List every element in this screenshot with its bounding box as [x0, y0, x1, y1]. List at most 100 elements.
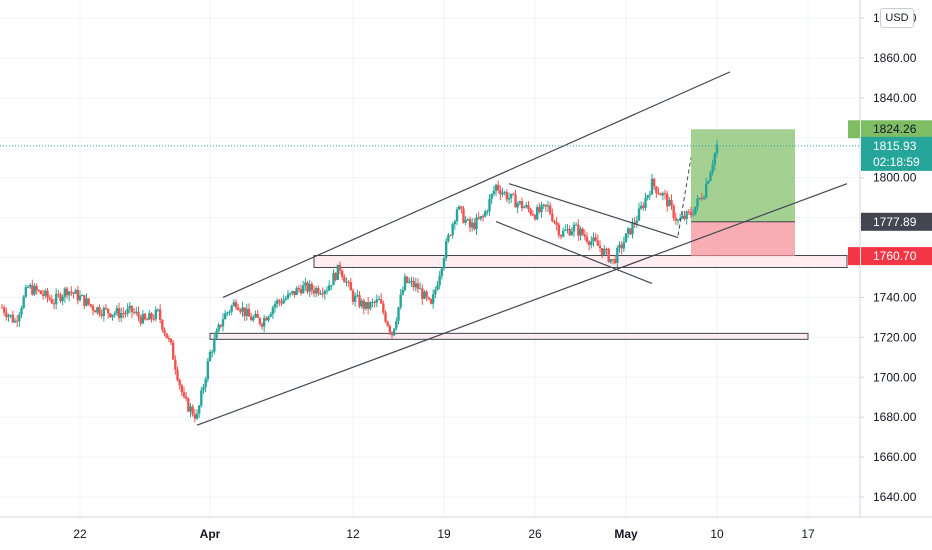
candle [544, 204, 548, 207]
candle [70, 291, 73, 293]
candle [256, 314, 259, 318]
candle [631, 222, 634, 235]
candle [282, 299, 285, 304]
candle [210, 351, 214, 353]
candle [425, 291, 428, 298]
candle [657, 193, 660, 195]
stop-price-label-bg [861, 247, 932, 266]
candle [100, 314, 103, 316]
candle [639, 205, 643, 209]
candle [386, 321, 389, 326]
candle [488, 199, 491, 212]
x-tick-label: 17 [801, 527, 815, 541]
position-tool[interactable] [691, 129, 795, 257]
candle [360, 300, 363, 307]
candle [702, 197, 706, 200]
candle [24, 287, 28, 297]
candle [41, 294, 45, 296]
candle [594, 237, 597, 241]
candle [180, 385, 184, 393]
candle [7, 315, 10, 318]
candle [598, 245, 602, 249]
y-tick-label: 1720.00 [873, 330, 917, 344]
candle [585, 236, 589, 242]
candle [33, 285, 36, 295]
candle [412, 280, 415, 288]
candle [208, 352, 212, 362]
candle [59, 294, 62, 302]
candle [663, 193, 667, 195]
candle [98, 307, 101, 315]
candle [295, 288, 298, 296]
candle [109, 313, 112, 318]
projection-line [677, 157, 692, 236]
candle [607, 248, 610, 262]
candle [191, 406, 194, 415]
candle [228, 311, 231, 313]
candle [161, 320, 164, 330]
candle [570, 231, 574, 236]
candle [668, 199, 671, 207]
candle [269, 314, 272, 317]
candle [308, 283, 311, 292]
candle [674, 217, 678, 221]
candle [698, 197, 701, 199]
candle [356, 295, 359, 297]
candle [388, 325, 392, 333]
candle [618, 244, 621, 248]
candle [202, 387, 205, 391]
candle [613, 259, 617, 263]
candle [624, 233, 628, 243]
candle [620, 244, 623, 249]
currency-button[interactable]: USD [880, 8, 914, 28]
candle [375, 299, 379, 303]
candle [306, 282, 309, 292]
candle [278, 300, 281, 302]
candle [265, 318, 268, 321]
target-price-label: 1824.26 [873, 122, 917, 136]
candle [304, 282, 307, 286]
candle [444, 241, 448, 259]
candle [232, 302, 236, 306]
candle [646, 195, 649, 199]
candle [215, 330, 218, 339]
candles [0, 140, 719, 423]
candle [442, 258, 446, 269]
candle [596, 240, 600, 246]
time-axis[interactable]: 22 Apr 12 19 26 May 10 17 [73, 527, 815, 541]
candle [410, 280, 413, 282]
candle [85, 298, 88, 306]
candle [501, 192, 504, 195]
candle [429, 299, 433, 304]
candle [262, 318, 266, 327]
candle [691, 214, 695, 216]
candle [200, 390, 203, 406]
candle [499, 190, 502, 195]
candle [670, 199, 673, 206]
candle [141, 313, 145, 324]
price-badges: 1824.26 1815.93 02:18:59 1777.89 1760.70 [848, 120, 932, 266]
candle [438, 275, 441, 286]
candle [236, 307, 240, 311]
candle [611, 259, 615, 261]
candle [247, 308, 251, 317]
candle [22, 296, 25, 309]
candle [681, 215, 684, 219]
candle [132, 312, 136, 314]
candle [676, 220, 680, 222]
candle [48, 297, 51, 300]
candle [713, 153, 717, 165]
trendlines[interactable] [196, 71, 848, 426]
candle [165, 333, 168, 339]
time-axis-bg [0, 517, 932, 550]
candle [13, 320, 17, 323]
candle [72, 292, 75, 294]
candle [340, 270, 344, 278]
candle [91, 305, 95, 311]
candle [540, 204, 543, 212]
candle [685, 211, 688, 219]
candle [715, 144, 719, 154]
candle [529, 209, 532, 215]
